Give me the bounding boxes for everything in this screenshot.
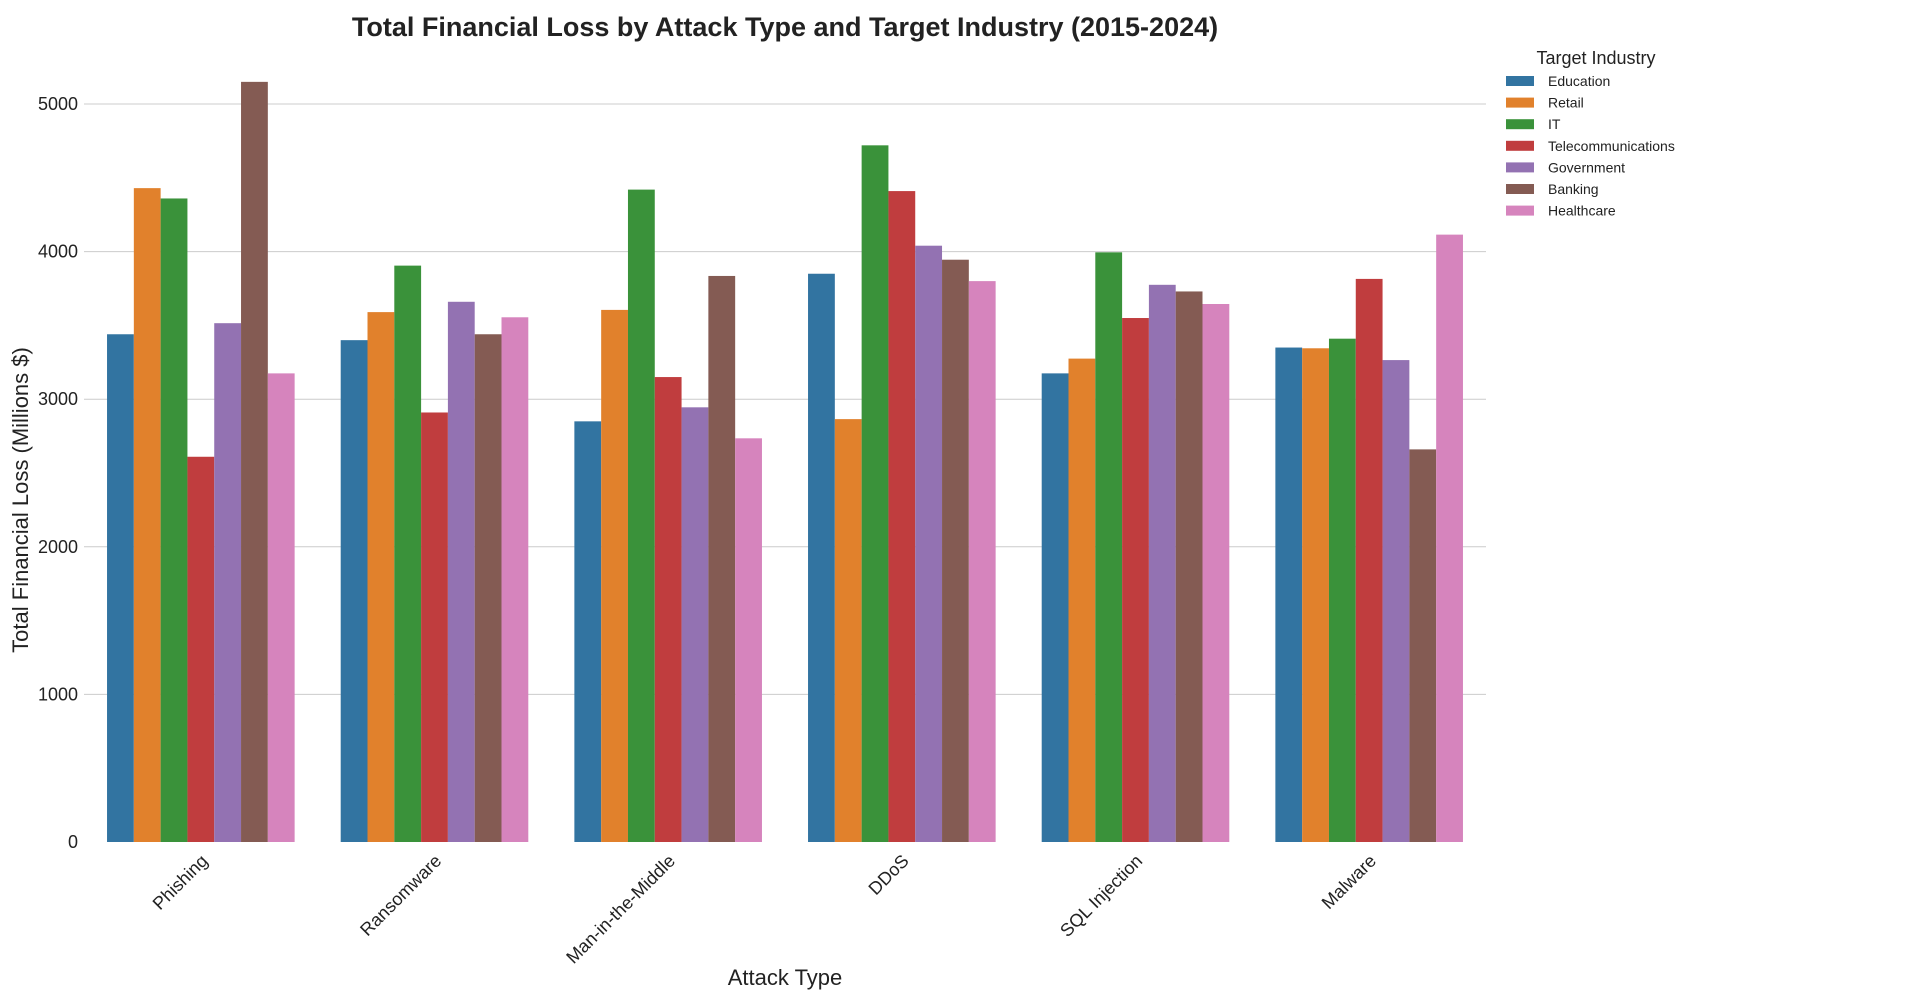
legend-label: Retail xyxy=(1548,95,1584,111)
bar-education-man-in-the-middle xyxy=(574,421,602,842)
y-tick-label: 3000 xyxy=(38,389,78,409)
legend-swatch xyxy=(1506,184,1534,194)
bar-banking-ddos xyxy=(942,259,969,842)
bar-education-ddos xyxy=(808,273,835,842)
x-tick-label: SQL Injection xyxy=(1056,851,1146,941)
legend-label: Government xyxy=(1548,159,1625,175)
x-tick-label: Malware xyxy=(1318,851,1380,913)
gridlines xyxy=(84,103,1486,695)
bar-it-ddos xyxy=(861,145,889,842)
bar-retail-man-in-the-middle xyxy=(601,309,628,843)
legend-label: IT xyxy=(1548,116,1561,132)
y-tick-label: 0 xyxy=(68,832,78,852)
bar-healthcare-malware xyxy=(1436,234,1463,843)
bar-healthcare-man-in-the-middle xyxy=(735,438,762,842)
bar-healthcare-sql-injection xyxy=(1202,303,1230,842)
bar-it-sql-injection xyxy=(1095,252,1123,842)
bar-government-malware xyxy=(1382,360,1410,842)
bar-it-ransomware xyxy=(394,265,422,842)
bar-retail-ddos xyxy=(834,419,862,842)
bar-education-malware xyxy=(1275,347,1303,842)
x-axis-ticks: Phishing Ransomware Man-in-the-Middle DDoS S… xyxy=(149,851,1380,968)
bar-retail-malware xyxy=(1302,348,1329,842)
legend-swatch xyxy=(1506,205,1534,216)
bar-education-phishing xyxy=(107,334,134,842)
bar-banking-ransomware xyxy=(474,334,502,842)
x-tick-label: DDoS xyxy=(865,851,913,899)
bar-government-man-in-the-middle xyxy=(681,407,709,842)
bar-telecommunications-ddos xyxy=(888,191,916,843)
bar-telecommunications-ransomware xyxy=(421,412,448,842)
x-tick-label: Man-in-the-Middle xyxy=(562,851,679,968)
chart-title: Total Financial Loss by Attack Type and … xyxy=(352,12,1218,42)
y-tick-label: 4000 xyxy=(38,242,78,262)
bar-telecommunications-phishing xyxy=(187,456,215,842)
bar-government-sql-injection xyxy=(1148,284,1176,842)
bar-retail-phishing xyxy=(133,188,161,842)
legend-label: Education xyxy=(1548,73,1610,89)
y-tick-label: 1000 xyxy=(38,684,78,704)
legend-label: Banking xyxy=(1548,181,1599,197)
y-axis-label: Total Financial Loss (Millions $) xyxy=(8,347,33,653)
x-tick-label: Phishing xyxy=(149,851,212,914)
legend-swatch xyxy=(1506,140,1534,151)
bar-it-malware xyxy=(1328,338,1356,842)
legend-label: Healthcare xyxy=(1548,203,1616,219)
bar-healthcare-ransomware xyxy=(501,317,529,843)
bar-healthcare-ddos xyxy=(968,281,996,842)
bar-retail-sql-injection xyxy=(1068,358,1096,842)
bar-banking-malware xyxy=(1409,449,1437,842)
bar-government-phishing xyxy=(214,323,242,842)
bar-banking-man-in-the-middle xyxy=(708,275,736,843)
legend: Target Industry Education Retail IT Telecom… xyxy=(1506,48,1675,219)
bar-telecommunications-man-in-the-middle xyxy=(654,377,682,842)
x-tick-label: Ransomware xyxy=(356,851,445,940)
bar-it-man-in-the-middle xyxy=(627,189,655,842)
legend-title: Target Industry xyxy=(1536,48,1655,68)
bar-retail-ransomware xyxy=(367,312,395,843)
y-tick-label: 5000 xyxy=(38,94,78,114)
legend-swatch xyxy=(1506,119,1534,130)
y-tick-label: 2000 xyxy=(38,537,78,557)
bar-education-ransomware xyxy=(340,340,368,842)
bar-it-phishing xyxy=(160,198,188,843)
bar-telecommunications-malware xyxy=(1355,278,1383,842)
legend-swatch xyxy=(1506,162,1534,173)
legend-label: Telecommunications xyxy=(1548,138,1675,154)
legend-swatch xyxy=(1506,97,1534,108)
bar-healthcare-phishing xyxy=(267,373,295,842)
legend-swatch xyxy=(1506,76,1534,86)
bar-banking-phishing xyxy=(241,81,268,843)
x-axis-label: Attack Type xyxy=(728,965,843,990)
y-axis-ticks: 0 1000 2000 3000 4000 5000 xyxy=(38,94,78,852)
bar-telecommunications-sql-injection xyxy=(1122,318,1149,842)
bar-banking-sql-injection xyxy=(1175,291,1203,842)
bar-government-ransomware xyxy=(447,301,475,842)
bars xyxy=(107,81,1463,843)
bar-education-sql-injection xyxy=(1041,373,1069,842)
bar-government-ddos xyxy=(915,245,943,843)
